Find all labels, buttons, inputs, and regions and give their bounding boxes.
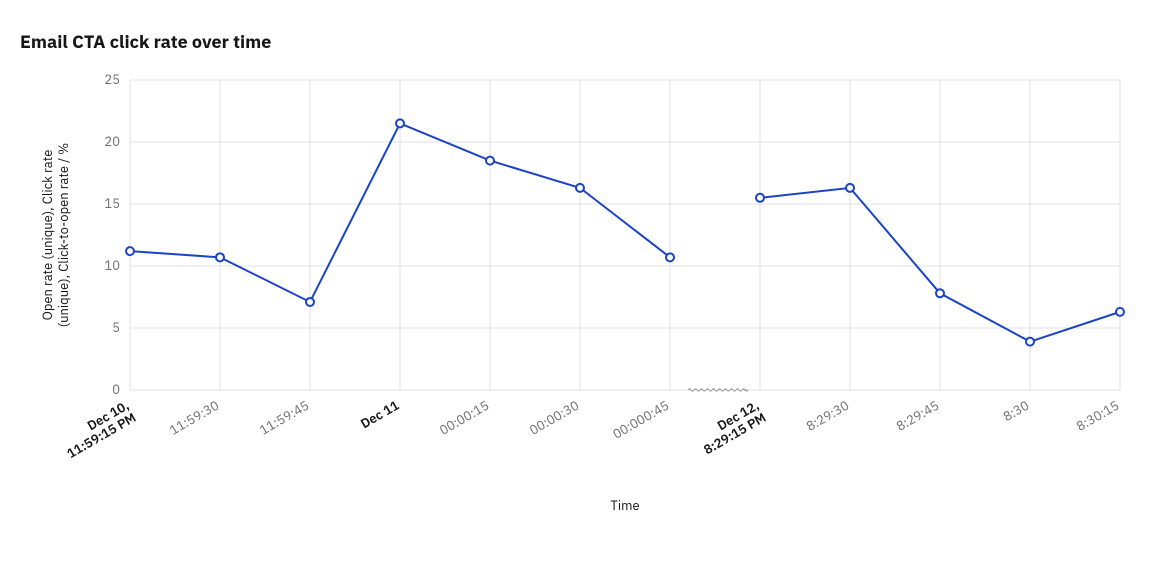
y-tick-label: 10	[104, 257, 120, 274]
x-tick-label-group: Dec 10,11:59:15 PM	[57, 397, 139, 462]
data-point[interactable]	[1116, 308, 1124, 316]
x-tick-label: 8:30	[1000, 397, 1032, 425]
x-tick-label-group: Dec 11	[358, 397, 403, 433]
chart-container: 0 5 10 15 20 25 Dec 10,11:59:15 PM 11:59:30 11:5…	[20, 60, 1132, 560]
x-tick-label-group: 00:00:15	[436, 397, 492, 439]
y-axis-label: (unique), Click-to-open rate / %	[55, 143, 72, 327]
data-point[interactable]	[846, 184, 854, 192]
x-tick-label: 8:29:30	[803, 397, 852, 435]
y-axis-label: Open rate (unique), Click rate	[39, 150, 56, 321]
line-chart: 0 5 10 15 20 25 Dec 10,11:59:15 PM 11:59:30 11:5…	[20, 60, 1132, 560]
x-tick-label-group: 00:00:30	[526, 397, 582, 439]
data-point[interactable]	[666, 253, 674, 261]
data-point[interactable]	[576, 184, 584, 192]
x-axis-label: Time	[610, 497, 639, 514]
chart-title: Email CTA click rate over time	[20, 30, 1132, 53]
x-tick-label-group: 11:59:45	[256, 397, 312, 439]
data-point[interactable]	[486, 157, 494, 165]
data-point[interactable]	[126, 247, 134, 255]
data-point[interactable]	[306, 298, 314, 306]
x-tick-label-group: Dec 12,8:29:15 PM	[693, 397, 769, 459]
data-point[interactable]	[216, 253, 224, 261]
y-tick-label: 5	[112, 319, 120, 336]
x-tick-label: 00:000:45	[610, 397, 672, 443]
y-tick-label: 20	[104, 133, 120, 150]
x-tick-label-group: 11:59:30	[166, 397, 222, 439]
x-tick-label-group: 00:000:45	[610, 397, 672, 443]
x-tick-label: 00:00:30	[526, 397, 582, 439]
x-tick-label-group: 8:30:15	[1073, 397, 1122, 435]
x-tick-label: 11:59:45	[256, 397, 312, 439]
x-tick-label: 00:00:15	[436, 397, 492, 439]
y-tick-label: 0	[112, 381, 120, 398]
data-point[interactable]	[1026, 338, 1034, 346]
x-tick-label-group: 8:29:30	[803, 397, 852, 435]
y-axis-label-group: Open rate (unique), Click rate(unique), …	[39, 143, 72, 327]
x-tick-label: Dec 11	[358, 397, 403, 433]
y-tick-label: 25	[104, 71, 120, 88]
data-point[interactable]	[936, 289, 944, 297]
y-tick-label: 15	[104, 195, 120, 212]
axis-break-icon	[688, 389, 748, 391]
x-tick-label: 8:30:15	[1073, 397, 1122, 435]
data-point[interactable]	[396, 119, 404, 127]
x-tick-label-group: 8:30	[1000, 397, 1032, 425]
x-tick-label: 11:59:30	[166, 397, 222, 439]
x-tick-label: 8:29:45	[893, 397, 942, 435]
x-tick-label-group: 8:29:45	[893, 397, 942, 435]
data-point[interactable]	[756, 194, 764, 202]
